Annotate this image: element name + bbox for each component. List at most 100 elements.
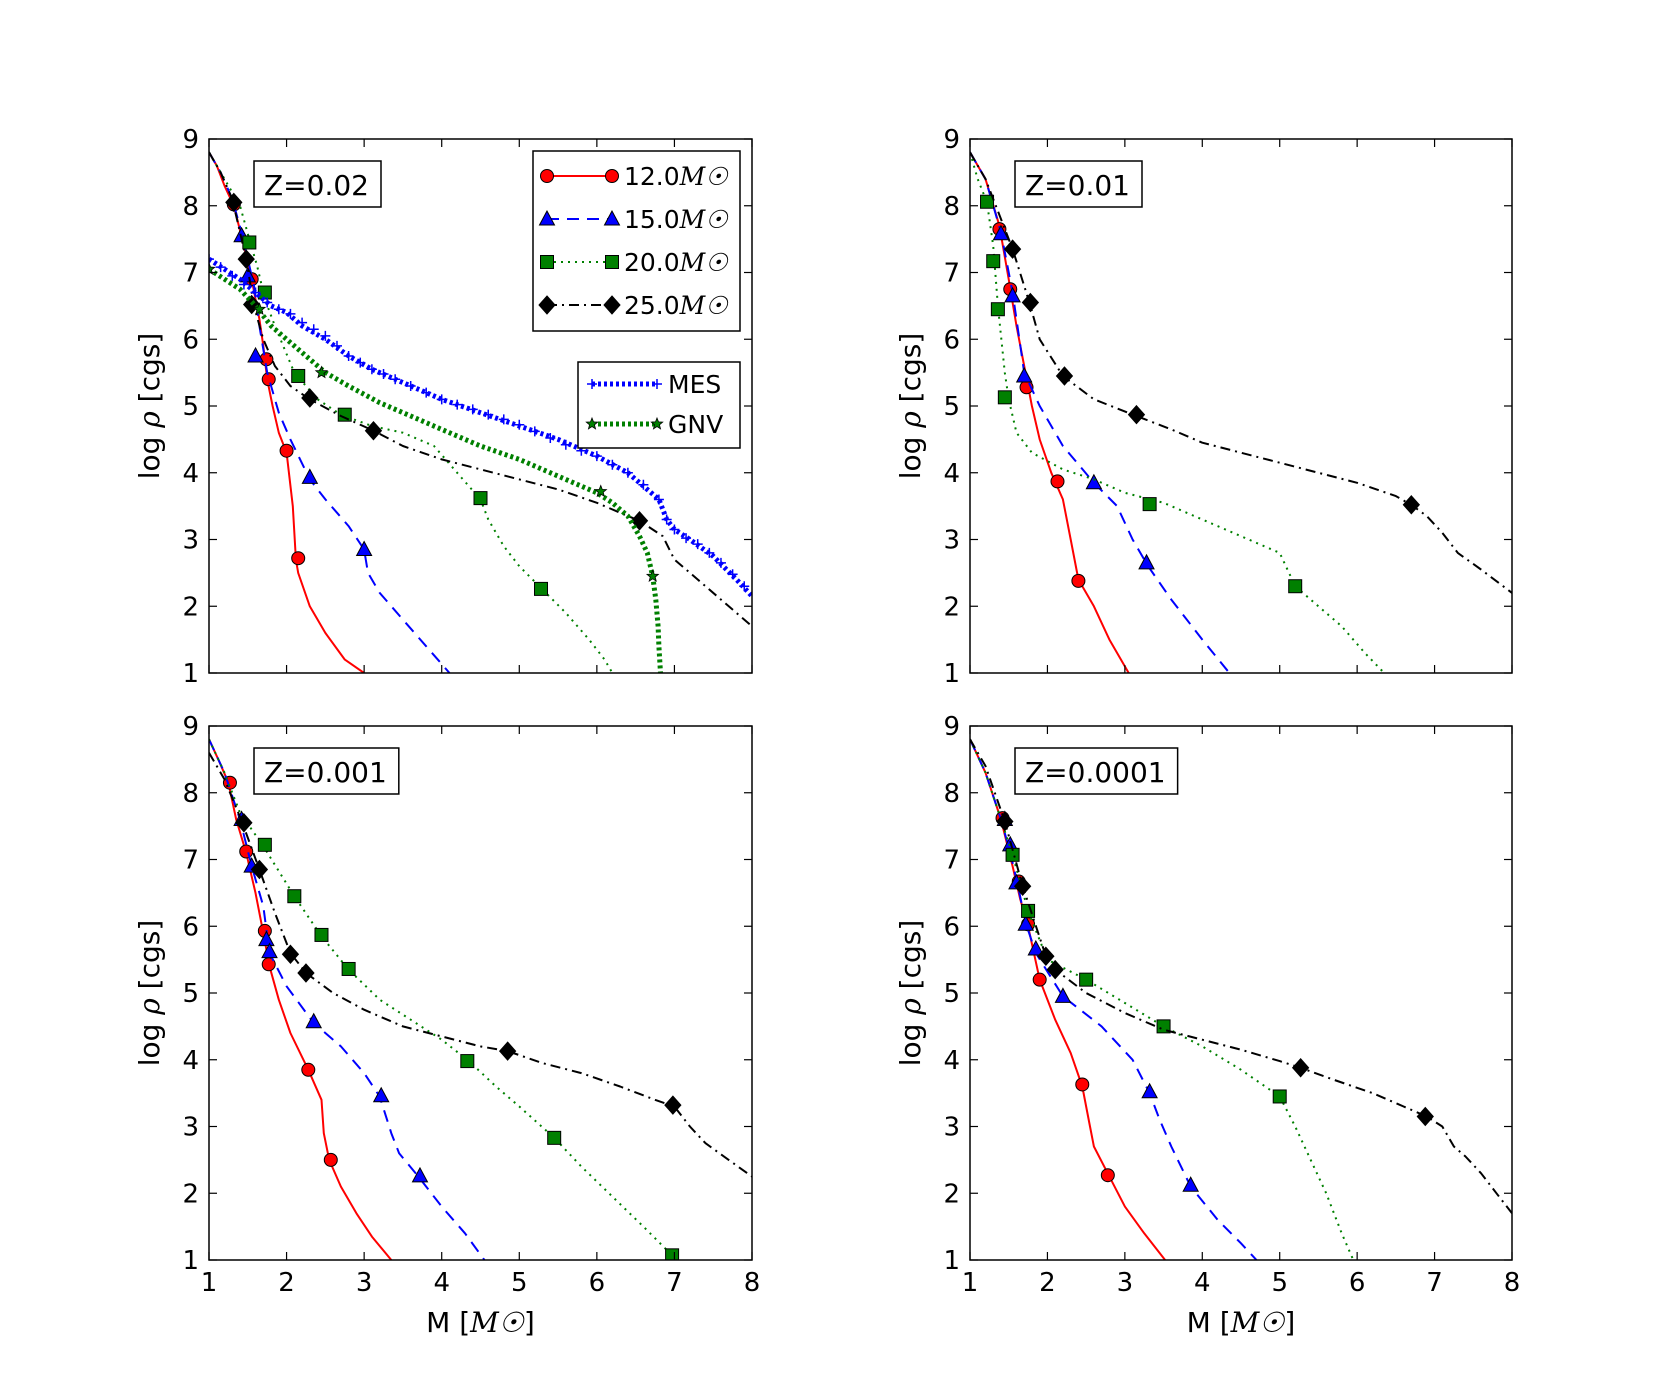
y-axis-label: log ρ [cgs] <box>133 920 166 1067</box>
y-tick-label: 7 <box>182 259 199 289</box>
legend-label-m15: 15.0M☉ <box>624 205 729 234</box>
data-point-m25 <box>1291 1058 1310 1078</box>
data-point-mes <box>262 297 273 308</box>
series-m15 <box>209 151 451 673</box>
y-tick-label: 8 <box>943 779 960 809</box>
data-point-mes <box>238 279 249 290</box>
y-tick-label: 8 <box>182 779 199 809</box>
data-point-m15 <box>372 1086 390 1103</box>
y-tick-label: 8 <box>943 192 960 222</box>
y-tick-label: 5 <box>943 979 960 1009</box>
x-tick-label: 8 <box>744 1268 761 1298</box>
metallicity-box <box>1014 747 1179 795</box>
legend-entry-gnv-marker-left <box>585 416 599 430</box>
data-point-mes <box>285 308 296 319</box>
y-tick-label: 8 <box>182 192 199 222</box>
data-point-m20 <box>986 254 1001 269</box>
data-point-m12 <box>291 551 306 566</box>
data-point-mes <box>250 287 261 298</box>
metallicity-box <box>253 160 382 208</box>
series-line-m20 <box>209 151 614 673</box>
data-point-m20 <box>287 889 302 904</box>
plot-area <box>970 151 1512 673</box>
y-tick-label: 7 <box>943 259 960 289</box>
x-tick-label: 7 <box>666 1268 683 1298</box>
y-tick-label: 2 <box>182 592 199 622</box>
data-point-m12 <box>279 443 294 458</box>
data-point-m20 <box>1142 497 1157 512</box>
series-m25 <box>970 151 1512 594</box>
data-point-mes <box>514 419 525 430</box>
data-point-mes <box>727 569 738 580</box>
data-point-mes <box>622 467 633 478</box>
legend-label-m25: 25.0M☉ <box>624 291 729 320</box>
x-tick-label: 1 <box>962 1268 979 1298</box>
data-point-m12 <box>261 372 276 387</box>
data-point-gnv <box>314 365 329 379</box>
data-point-m15 <box>1141 1082 1158 1099</box>
plot-area <box>209 738 752 1260</box>
data-point-m25 <box>1037 946 1055 967</box>
series-line-m20 <box>970 152 1385 673</box>
data-point-m12 <box>1032 972 1047 987</box>
data-point-m25 <box>1402 495 1421 515</box>
y-tick-label: 9 <box>182 125 199 155</box>
series-line-m15 <box>209 151 451 673</box>
series-mes <box>209 254 752 598</box>
data-point-mes <box>704 547 715 558</box>
legend-entry-m15-marker-left <box>538 209 556 226</box>
x-tick-label: 2 <box>278 1268 295 1298</box>
x-tick-label: 6 <box>589 1268 606 1298</box>
data-point-m20 <box>337 407 352 422</box>
data-point-mes <box>498 414 509 425</box>
legend-entry-m20-marker-right <box>605 255 619 269</box>
data-point-mes <box>209 254 214 265</box>
series-m12 <box>209 738 393 1260</box>
data-point-m15 <box>1054 987 1072 1003</box>
legend-box <box>577 361 741 449</box>
legend-box <box>532 150 741 332</box>
y-axis-label: log ρ [cgs] <box>894 920 927 1067</box>
data-point-gnv <box>593 484 608 498</box>
panel-4: 1 2 3 4 5 6 7 8 1 2 3 4 5 6 7 8 9 log ρ [cgs] M [M☉] Z=0.00… <box>894 712 1520 1339</box>
y-tick-label: 2 <box>182 1179 199 1209</box>
data-point-m20 <box>291 368 306 383</box>
y-tick-label: 4 <box>182 459 199 489</box>
x-tick-label: 6 <box>1349 1268 1366 1298</box>
y-axis-label: log ρ [cgs] <box>133 333 166 480</box>
y-tick-label: 3 <box>943 526 960 556</box>
series-line-m12 <box>970 151 1130 673</box>
x-axis-label: M [M☉] <box>426 1306 535 1339</box>
x-tick-label: 1 <box>201 1268 218 1298</box>
data-point-m25 <box>1127 404 1146 425</box>
series-m20 <box>970 738 1355 1260</box>
y-tick-label: 5 <box>182 979 199 1009</box>
data-point-m20 <box>1079 972 1094 987</box>
data-point-m25 <box>996 811 1014 832</box>
data-point-m15 <box>1182 1176 1200 1192</box>
data-point-m15 <box>1004 286 1021 303</box>
data-point-m15 <box>1085 473 1103 490</box>
x-tick-label: 4 <box>1194 1268 1211 1298</box>
plot-frame <box>969 725 1513 1261</box>
metallicity-text: Z=0.0001 <box>1025 756 1166 789</box>
data-point-m20 <box>242 235 257 250</box>
data-point-mes <box>681 533 692 544</box>
data-point-mes <box>378 368 389 379</box>
series-line-m25 <box>970 151 1512 594</box>
data-point-m20 <box>547 1130 562 1145</box>
x-tick-label: 8 <box>1504 1268 1521 1298</box>
panel-2: 1 2 3 4 5 6 7 8 9 log ρ [cgs] Z=0.01 <box>894 125 1513 689</box>
y-tick-label: 1 <box>943 659 960 689</box>
legend-label-m20: 20.0M☉ <box>624 248 729 277</box>
y-tick-label: 3 <box>182 1113 199 1143</box>
series-m20 <box>970 152 1385 673</box>
y-tick-label: 2 <box>943 1179 960 1209</box>
data-point-mes <box>545 433 556 444</box>
series-m15 <box>970 151 1231 673</box>
data-point-mes <box>607 459 618 470</box>
data-point-m15 <box>1027 939 1045 956</box>
y-tick-label: 4 <box>943 459 960 489</box>
data-point-m25 <box>1055 366 1074 386</box>
data-point-mes <box>227 270 238 281</box>
